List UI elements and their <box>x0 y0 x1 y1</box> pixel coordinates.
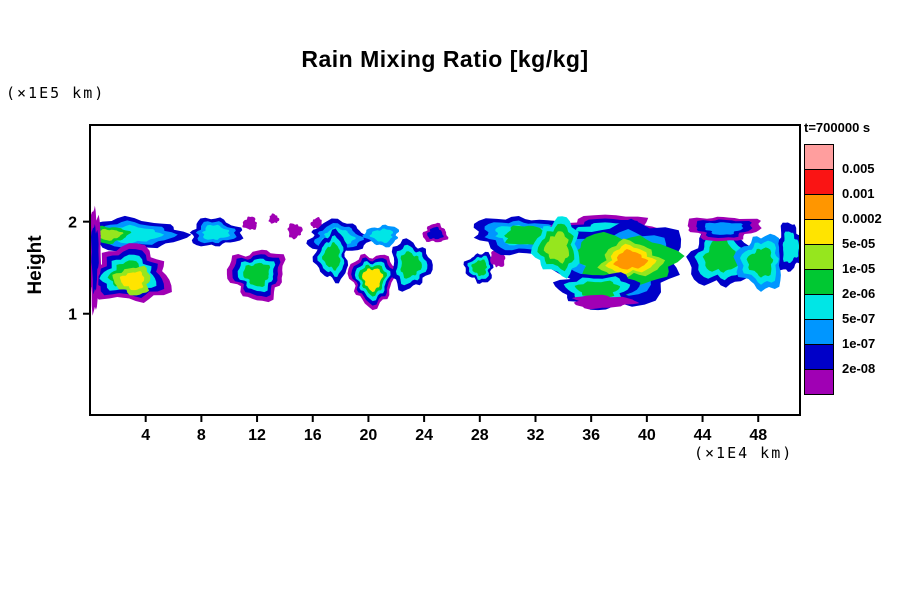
cloud-contour-green <box>322 242 341 271</box>
x-tick-label: 32 <box>527 427 545 444</box>
x-tick-label: 44 <box>694 427 712 444</box>
cloud-contour-yellow <box>362 268 384 293</box>
cloud-contour-navy <box>427 226 444 240</box>
legend-level-label: 2e-08 <box>842 361 876 376</box>
cloud-contour-cyan <box>369 228 393 244</box>
legend-color-box <box>804 319 834 345</box>
cloud-field <box>91 205 799 316</box>
legend-level-label: 0.001 <box>842 186 875 201</box>
cloud-contour-purple <box>571 294 640 310</box>
legend-color-box <box>804 144 834 170</box>
legend-color-box <box>804 344 834 370</box>
x-axis-unit-label: (×1E4 km) <box>694 444 794 462</box>
x-tick-label: 8 <box>197 427 206 444</box>
cloud-contour-cyan <box>782 231 799 264</box>
cloud-contour-purple <box>310 217 323 230</box>
legend-color-box <box>804 219 834 245</box>
x-tick-label: 20 <box>360 427 378 444</box>
cloud-contour-green <box>746 247 774 278</box>
legend-level-label: 0.0002 <box>842 211 882 226</box>
legend-level-label: 1e-05 <box>842 261 876 276</box>
legend-level-label: 5e-07 <box>842 311 876 326</box>
legend-level-label: 2e-06 <box>842 286 876 301</box>
x-tick-label: 48 <box>749 427 767 444</box>
cloud-contour-orange <box>613 249 649 270</box>
cloud-contour-cyan <box>110 224 165 244</box>
y-tick-label: 1 <box>68 307 77 324</box>
cloud-contour-ygreen <box>543 231 570 264</box>
legend-level-label: 0.005 <box>842 161 875 176</box>
cloud-contour-green <box>574 280 621 301</box>
x-tick-label: 36 <box>582 427 600 444</box>
x-tick-label: 28 <box>471 427 489 444</box>
x-tick-label: 40 <box>638 427 656 444</box>
legend-color-box <box>804 369 834 395</box>
cloud-contour-green <box>471 259 487 277</box>
legend-color-box <box>804 169 834 195</box>
x-tick-label: 4 <box>141 427 150 444</box>
cloud-contour-purple <box>268 213 280 224</box>
y-axis-unit-label: (×1E5 km) <box>6 84 106 102</box>
cloud-contour-green <box>243 262 271 287</box>
cloud-contour-green <box>400 251 422 279</box>
cloud-contour-yellow <box>119 271 145 291</box>
cloud-contour-cyan <box>202 224 230 240</box>
legend-color-box <box>804 269 834 295</box>
chart-title: Rain Mixing Ratio [kg/kg] <box>301 46 589 72</box>
cloud-contour-blue <box>704 222 744 235</box>
legend-color-box <box>804 244 834 270</box>
legend-level-label: 5e-05 <box>842 236 876 251</box>
cloud-contour-green <box>702 236 739 273</box>
colorbar-legend: t=700000 s 0.005 0.001 0.0002 5e-05 1e-05 2e-… <box>804 120 900 395</box>
legend-time-label: t=700000 s <box>804 120 871 135</box>
x-tick-label: 16 <box>304 427 322 444</box>
cloud-contour-purple <box>242 216 257 230</box>
cloud-contour-purple <box>287 223 303 240</box>
legend-level-label: 1e-07 <box>842 336 876 351</box>
legend-color-box <box>804 294 834 320</box>
cloud-contour-navy <box>91 224 99 295</box>
cloud-contour-ygreen <box>97 228 124 241</box>
legend-color-box <box>804 194 834 220</box>
y-tick-label: 2 <box>68 215 77 232</box>
plot-frame <box>89 124 801 416</box>
x-tick-label: 12 <box>248 427 266 444</box>
colorbar: 0.005 0.001 0.0002 5e-05 1e-05 2e-06 5e-07 1e-0… <box>804 144 900 395</box>
x-tick-label: 24 <box>415 427 433 444</box>
